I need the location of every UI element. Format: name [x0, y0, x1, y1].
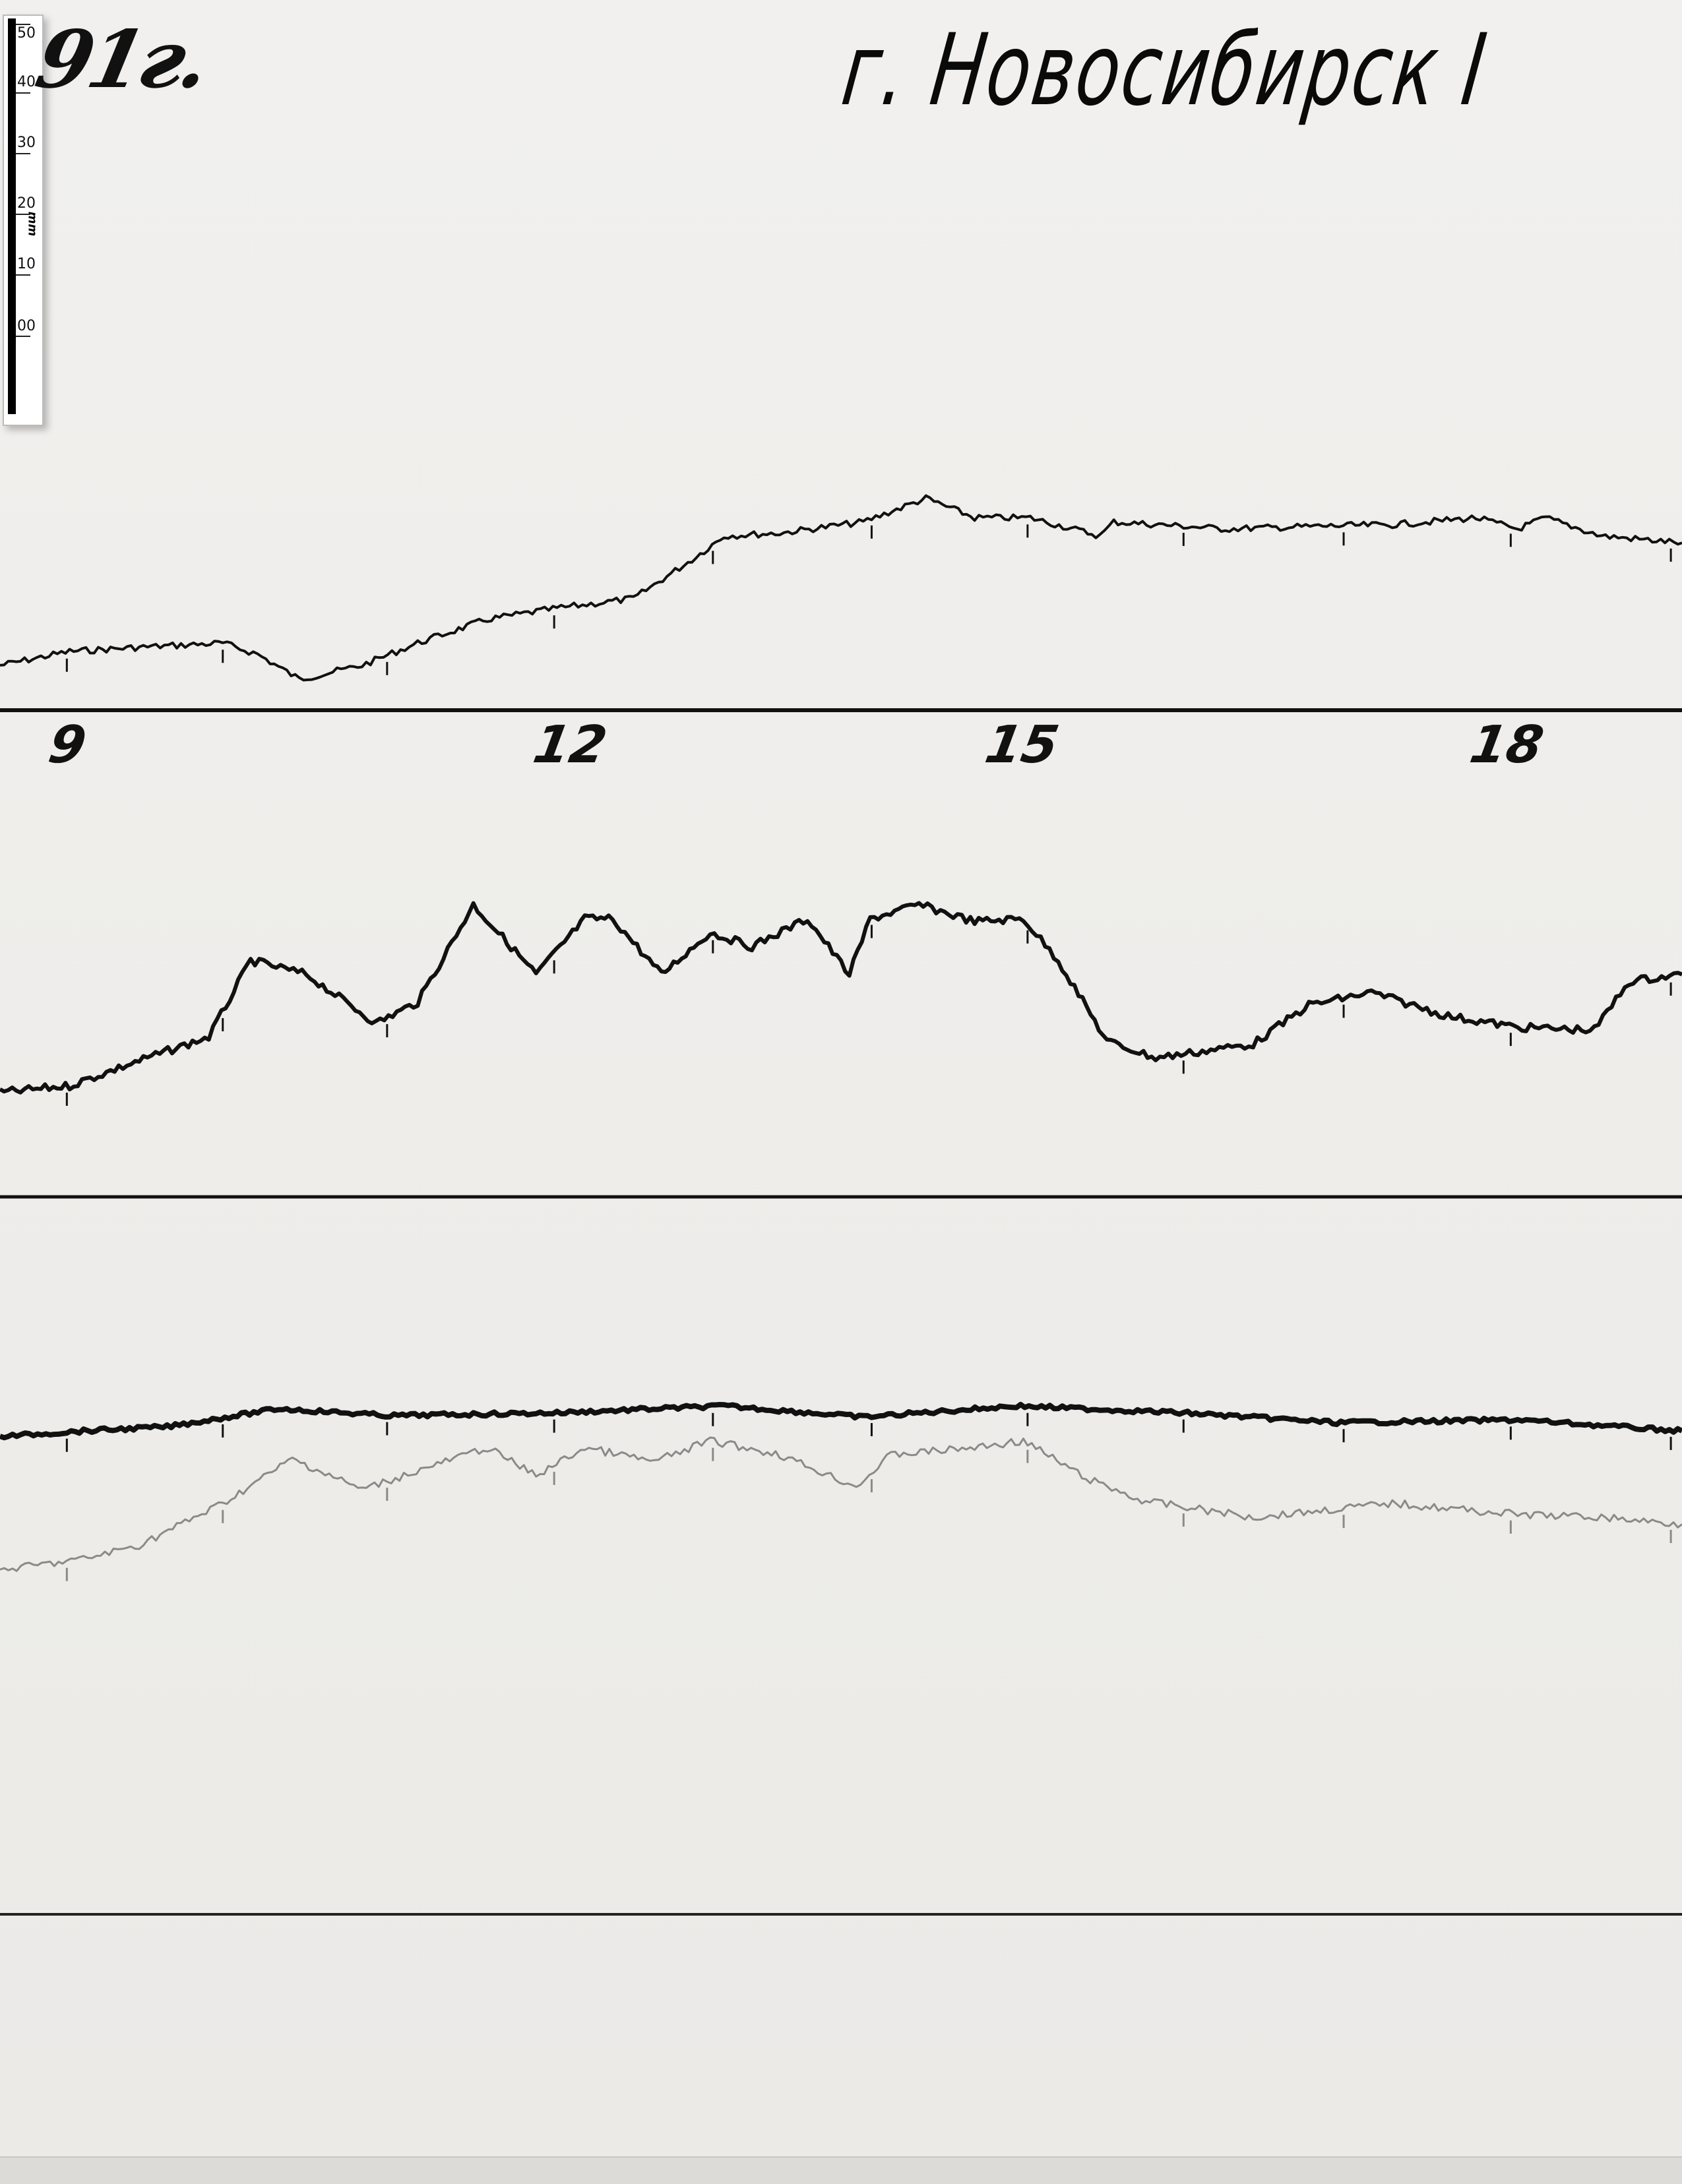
ruler-tick — [16, 214, 30, 215]
trace-z — [0, 1401, 1682, 1441]
ruler-bar — [8, 18, 16, 414]
ruler-label: 00 — [17, 318, 36, 334]
ruler-tick — [16, 92, 30, 94]
scale-ruler: 50 40 30 mm 20 10 00 — [3, 15, 44, 426]
sheet-bottom-edge — [0, 2156, 1682, 2184]
ruler-tick — [16, 274, 30, 276]
ruler-tick — [16, 153, 30, 154]
ruler-label: 10 — [17, 256, 36, 272]
ruler-label: 50 — [17, 25, 36, 42]
ruler-label: 30 — [17, 135, 36, 151]
trace-h — [0, 494, 1682, 682]
trace-d — [0, 901, 1682, 1095]
trace-faint — [0, 1436, 1682, 1572]
ruler-tick — [16, 24, 30, 25]
ruler-tick — [16, 336, 30, 337]
ruler-label: 40 — [17, 74, 36, 90]
ruler-label: 20 — [17, 195, 36, 212]
